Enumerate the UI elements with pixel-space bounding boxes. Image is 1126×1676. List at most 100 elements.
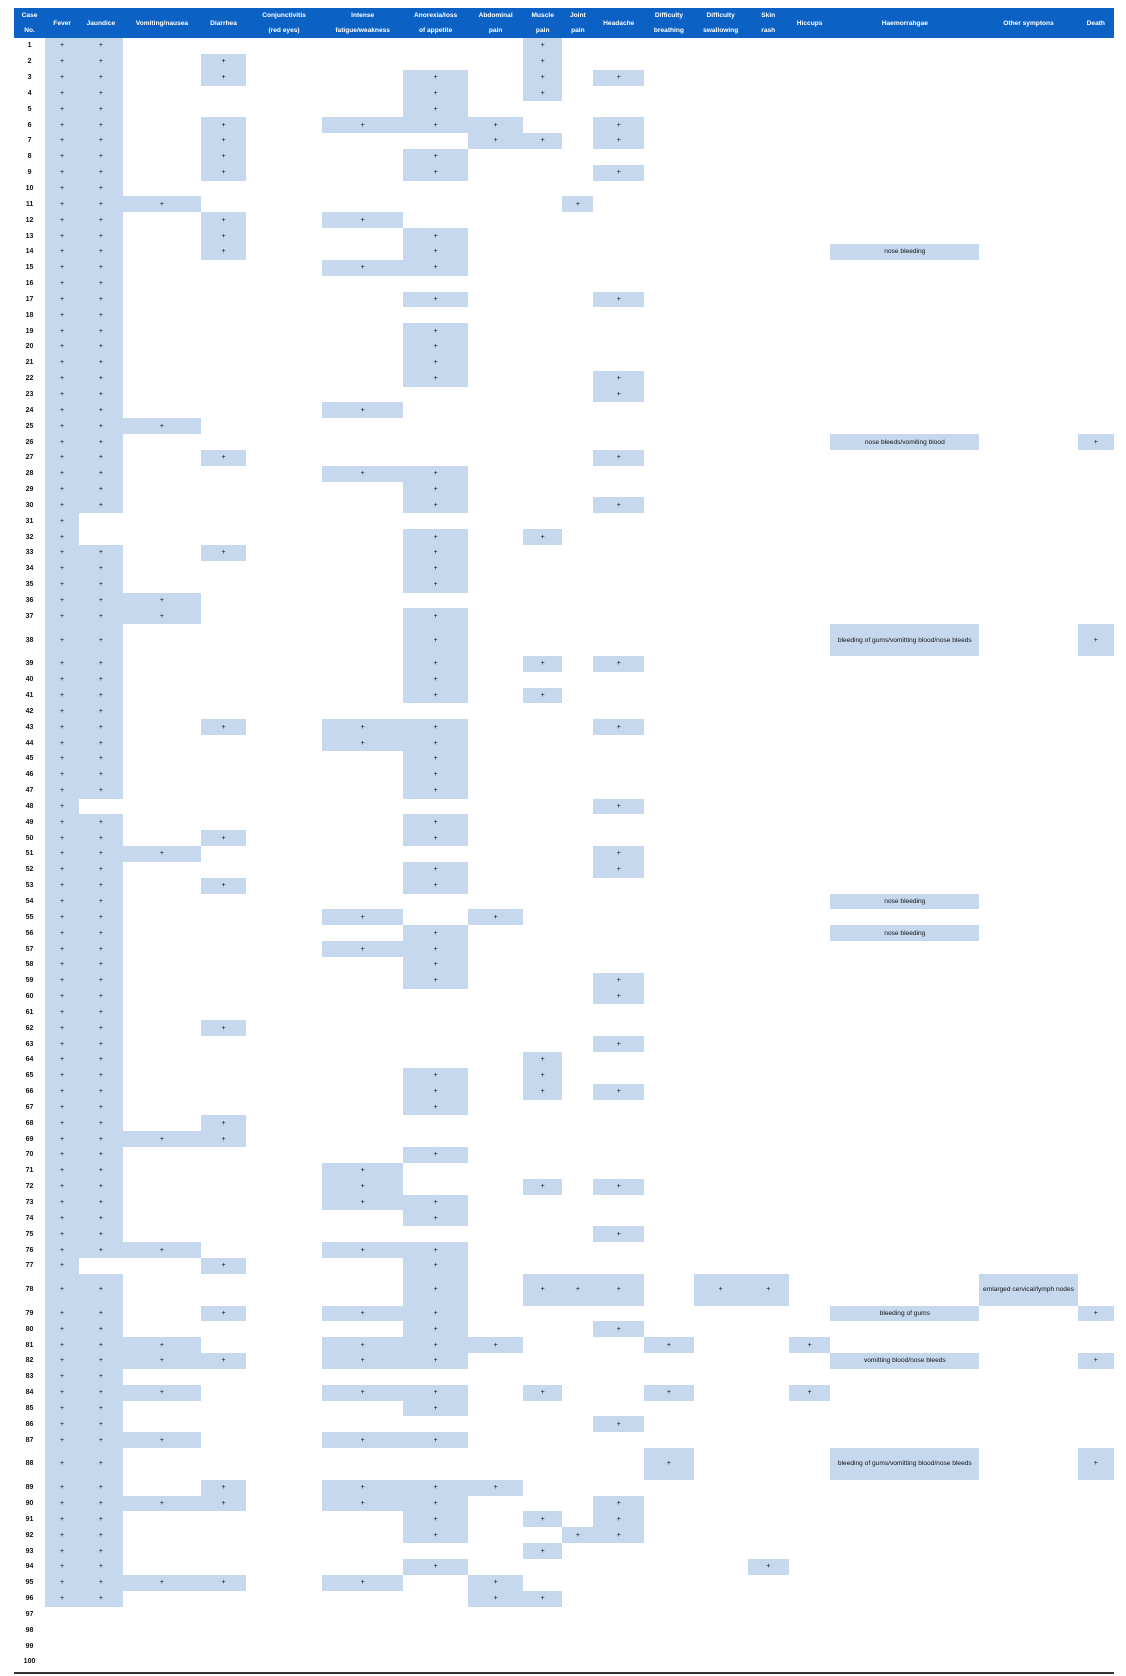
cell-skin-rash: [748, 703, 789, 719]
cell-fatigue: [322, 656, 403, 672]
cell-hiccups: [789, 1543, 830, 1559]
cell-jaundice: +: [79, 38, 123, 54]
cell-fever: +: [45, 465, 80, 482]
header-joint-pain: Joint pain: [562, 8, 594, 38]
cell-diarrhea: [201, 402, 245, 418]
cell-fever: +: [45, 402, 80, 419]
cell-muscle-pain: +: [523, 38, 563, 54]
cell-difficulty-breathing: [644, 1353, 694, 1369]
cell-conjunctivitis: [246, 339, 323, 355]
table-row: 85 + + +: [14, 1400, 1114, 1417]
cell-fatigue: +: [322, 1353, 404, 1369]
cell-hiccups: [789, 799, 830, 815]
table-row: 56 + + + nose bleeding: [14, 925, 1114, 942]
cell-anorexia: +: [403, 877, 469, 894]
cell-skin-rash: [748, 101, 789, 117]
cell-conjunctivitis: [246, 434, 323, 450]
cell-case-no: 68: [25, 1119, 34, 1127]
cell-diarrhea: [201, 466, 245, 482]
table-row: 61 + +: [14, 1004, 1114, 1021]
cell-headache: [593, 323, 644, 339]
cell-jaundice: +: [79, 1194, 123, 1211]
cell-diarrhea: [201, 688, 245, 704]
cell-difficulty-breathing: [644, 1401, 694, 1417]
cell-hiccups: [789, 862, 830, 878]
cell-fever: +: [45, 1527, 80, 1544]
cell-jaundice: +: [79, 671, 123, 688]
cell-fever: +: [45, 513, 80, 530]
cell-abdominal-pain: +: [468, 117, 524, 134]
cell-skin-rash: [748, 957, 789, 973]
cell-fever: +: [45, 1178, 80, 1195]
cell-skin-rash: [748, 1575, 789, 1591]
cell-other-symptoms: [979, 402, 1077, 418]
cell-hiccups: [789, 418, 830, 434]
cell-joint-pain: [562, 973, 593, 989]
cell-skin-rash: +: [747, 1273, 789, 1306]
cell-case-no: 25: [25, 422, 34, 430]
cell-case-no: 90: [25, 1500, 34, 1508]
cell-headache: [593, 339, 644, 355]
cell-anorexia: [403, 54, 468, 70]
cell-fever: +: [45, 1115, 80, 1132]
cell-skin-rash: [748, 1337, 789, 1353]
cell-abdominal-pain: [468, 593, 523, 609]
cell-anorexia: +: [403, 735, 469, 751]
cell-case-no: 9: [27, 169, 32, 177]
cell-death: [1078, 1622, 1114, 1638]
cell-skin-rash: [748, 1654, 789, 1670]
cell-diarrhea: [201, 181, 245, 197]
cell-jaundice: +: [79, 988, 123, 1005]
cell-diarrhea: [201, 989, 245, 1005]
cell-muscle-pain: [523, 1448, 562, 1480]
cell-anorexia: +: [403, 1321, 469, 1338]
header-muscle-pain: Muscle pain: [523, 8, 563, 38]
cell-vomiting: [123, 466, 202, 482]
cell-skin-rash: [748, 783, 789, 799]
cell-abdominal-pain: [468, 387, 523, 403]
cell-anorexia: +: [403, 766, 469, 783]
cell-anorexia: +: [403, 1337, 469, 1354]
cell-abdominal-pain: [468, 418, 523, 434]
cell-fatigue: [322, 1638, 403, 1654]
cell-hiccups: [789, 133, 830, 149]
cell-vomiting: [123, 767, 202, 783]
cell-muscle-pain: +: [523, 1083, 563, 1100]
cell-headache: [593, 181, 644, 197]
cell-fever: +: [45, 1559, 80, 1575]
cell-abdominal-pain: [468, 656, 523, 672]
cell-joint-pain: [562, 672, 593, 688]
cell-jaundice: +: [79, 1226, 123, 1243]
cell-difficulty-swallowing: +: [693, 1273, 748, 1306]
cell-difficulty-swallowing: [694, 719, 748, 735]
cell-conjunctivitis: [246, 1416, 323, 1432]
cell-anorexia: +: [403, 370, 469, 387]
cell-muscle-pain: [523, 228, 562, 244]
cell-difficulty-breathing: [644, 688, 694, 704]
cell-diarrhea: [201, 862, 245, 878]
cell-joint-pain: [562, 387, 593, 403]
cell-hiccups: [789, 1416, 830, 1432]
cell-fatigue: +: [322, 1337, 404, 1354]
cell-joint-pain: [562, 1622, 593, 1638]
cell-conjunctivitis: [246, 1575, 323, 1591]
cell-headache: [593, 244, 644, 260]
cell-haemorrhage: [830, 418, 979, 434]
cell-death: [1078, 149, 1114, 165]
table-row: 26 + + nose bleeds/vomiting blood +: [14, 434, 1114, 450]
cell-abdominal-pain: [468, 957, 523, 973]
cell-fever: +: [45, 354, 80, 371]
cell-other-symptoms: [979, 830, 1077, 846]
cell-haemorrhage: [830, 719, 979, 735]
cell-joint-pain: [562, 767, 593, 783]
table-row: 49 + + +: [14, 814, 1114, 831]
cell-diarrhea: [201, 1448, 245, 1480]
cell-conjunctivitis: [246, 1274, 323, 1306]
cell-case-no: 56: [25, 929, 34, 937]
cell-abdominal-pain: [468, 212, 523, 228]
cell-haemorrhage: [830, 181, 979, 197]
cell-case-no: 55: [25, 913, 34, 921]
cell-conjunctivitis: [246, 830, 323, 846]
cell-joint-pain: [562, 925, 593, 941]
cell-vomiting: [123, 1004, 202, 1020]
